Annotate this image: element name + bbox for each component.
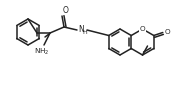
- Text: O: O: [165, 29, 170, 35]
- Text: O: O: [63, 6, 68, 15]
- Text: N: N: [78, 26, 84, 34]
- Text: NH$_2$: NH$_2$: [34, 47, 50, 57]
- Text: O: O: [140, 26, 145, 32]
- Text: H: H: [82, 29, 87, 34]
